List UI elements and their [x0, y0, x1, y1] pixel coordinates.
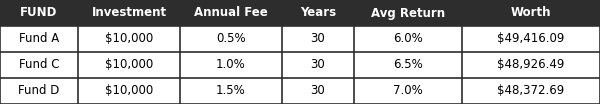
Bar [354, 0, 462, 26]
Text: 6.5%: 6.5% [393, 58, 423, 72]
Text: Fund A: Fund A [19, 32, 59, 46]
Text: Worth: Worth [511, 6, 551, 20]
Text: 1.5%: 1.5% [216, 84, 246, 98]
Bar [282, 26, 354, 52]
Text: Fund C: Fund C [19, 58, 59, 72]
Text: 30: 30 [311, 32, 325, 46]
Text: 1.0%: 1.0% [216, 58, 246, 72]
Bar [180, 0, 282, 26]
Text: 0.5%: 0.5% [216, 32, 246, 46]
Bar [180, 26, 282, 52]
Bar [0, 52, 78, 78]
Text: FUND: FUND [20, 6, 58, 20]
Bar [462, 52, 600, 78]
Text: 6.0%: 6.0% [393, 32, 423, 46]
Bar [78, 78, 180, 104]
Bar [78, 26, 180, 52]
Text: 30: 30 [311, 84, 325, 98]
Bar [282, 78, 354, 104]
Text: Investment: Investment [91, 6, 167, 20]
Bar [354, 78, 462, 104]
Text: $10,000: $10,000 [105, 58, 153, 72]
Text: 30: 30 [311, 58, 325, 72]
Text: $10,000: $10,000 [105, 84, 153, 98]
Bar [180, 52, 282, 78]
Bar [282, 52, 354, 78]
Bar [0, 26, 78, 52]
Bar [78, 0, 180, 26]
Text: $48,926.49: $48,926.49 [497, 58, 565, 72]
Text: Avg Return: Avg Return [371, 6, 445, 20]
Bar [354, 52, 462, 78]
Text: Annual Fee: Annual Fee [194, 6, 268, 20]
Text: Years: Years [300, 6, 336, 20]
Text: $48,372.69: $48,372.69 [497, 84, 565, 98]
Bar [462, 0, 600, 26]
Bar [78, 52, 180, 78]
Bar [462, 26, 600, 52]
Text: $49,416.09: $49,416.09 [497, 32, 565, 46]
Bar [0, 0, 78, 26]
Bar [282, 0, 354, 26]
Bar [0, 78, 78, 104]
Bar [354, 26, 462, 52]
Text: Fund D: Fund D [19, 84, 59, 98]
Bar [180, 78, 282, 104]
Bar [462, 78, 600, 104]
Text: 7.0%: 7.0% [393, 84, 423, 98]
Text: $10,000: $10,000 [105, 32, 153, 46]
